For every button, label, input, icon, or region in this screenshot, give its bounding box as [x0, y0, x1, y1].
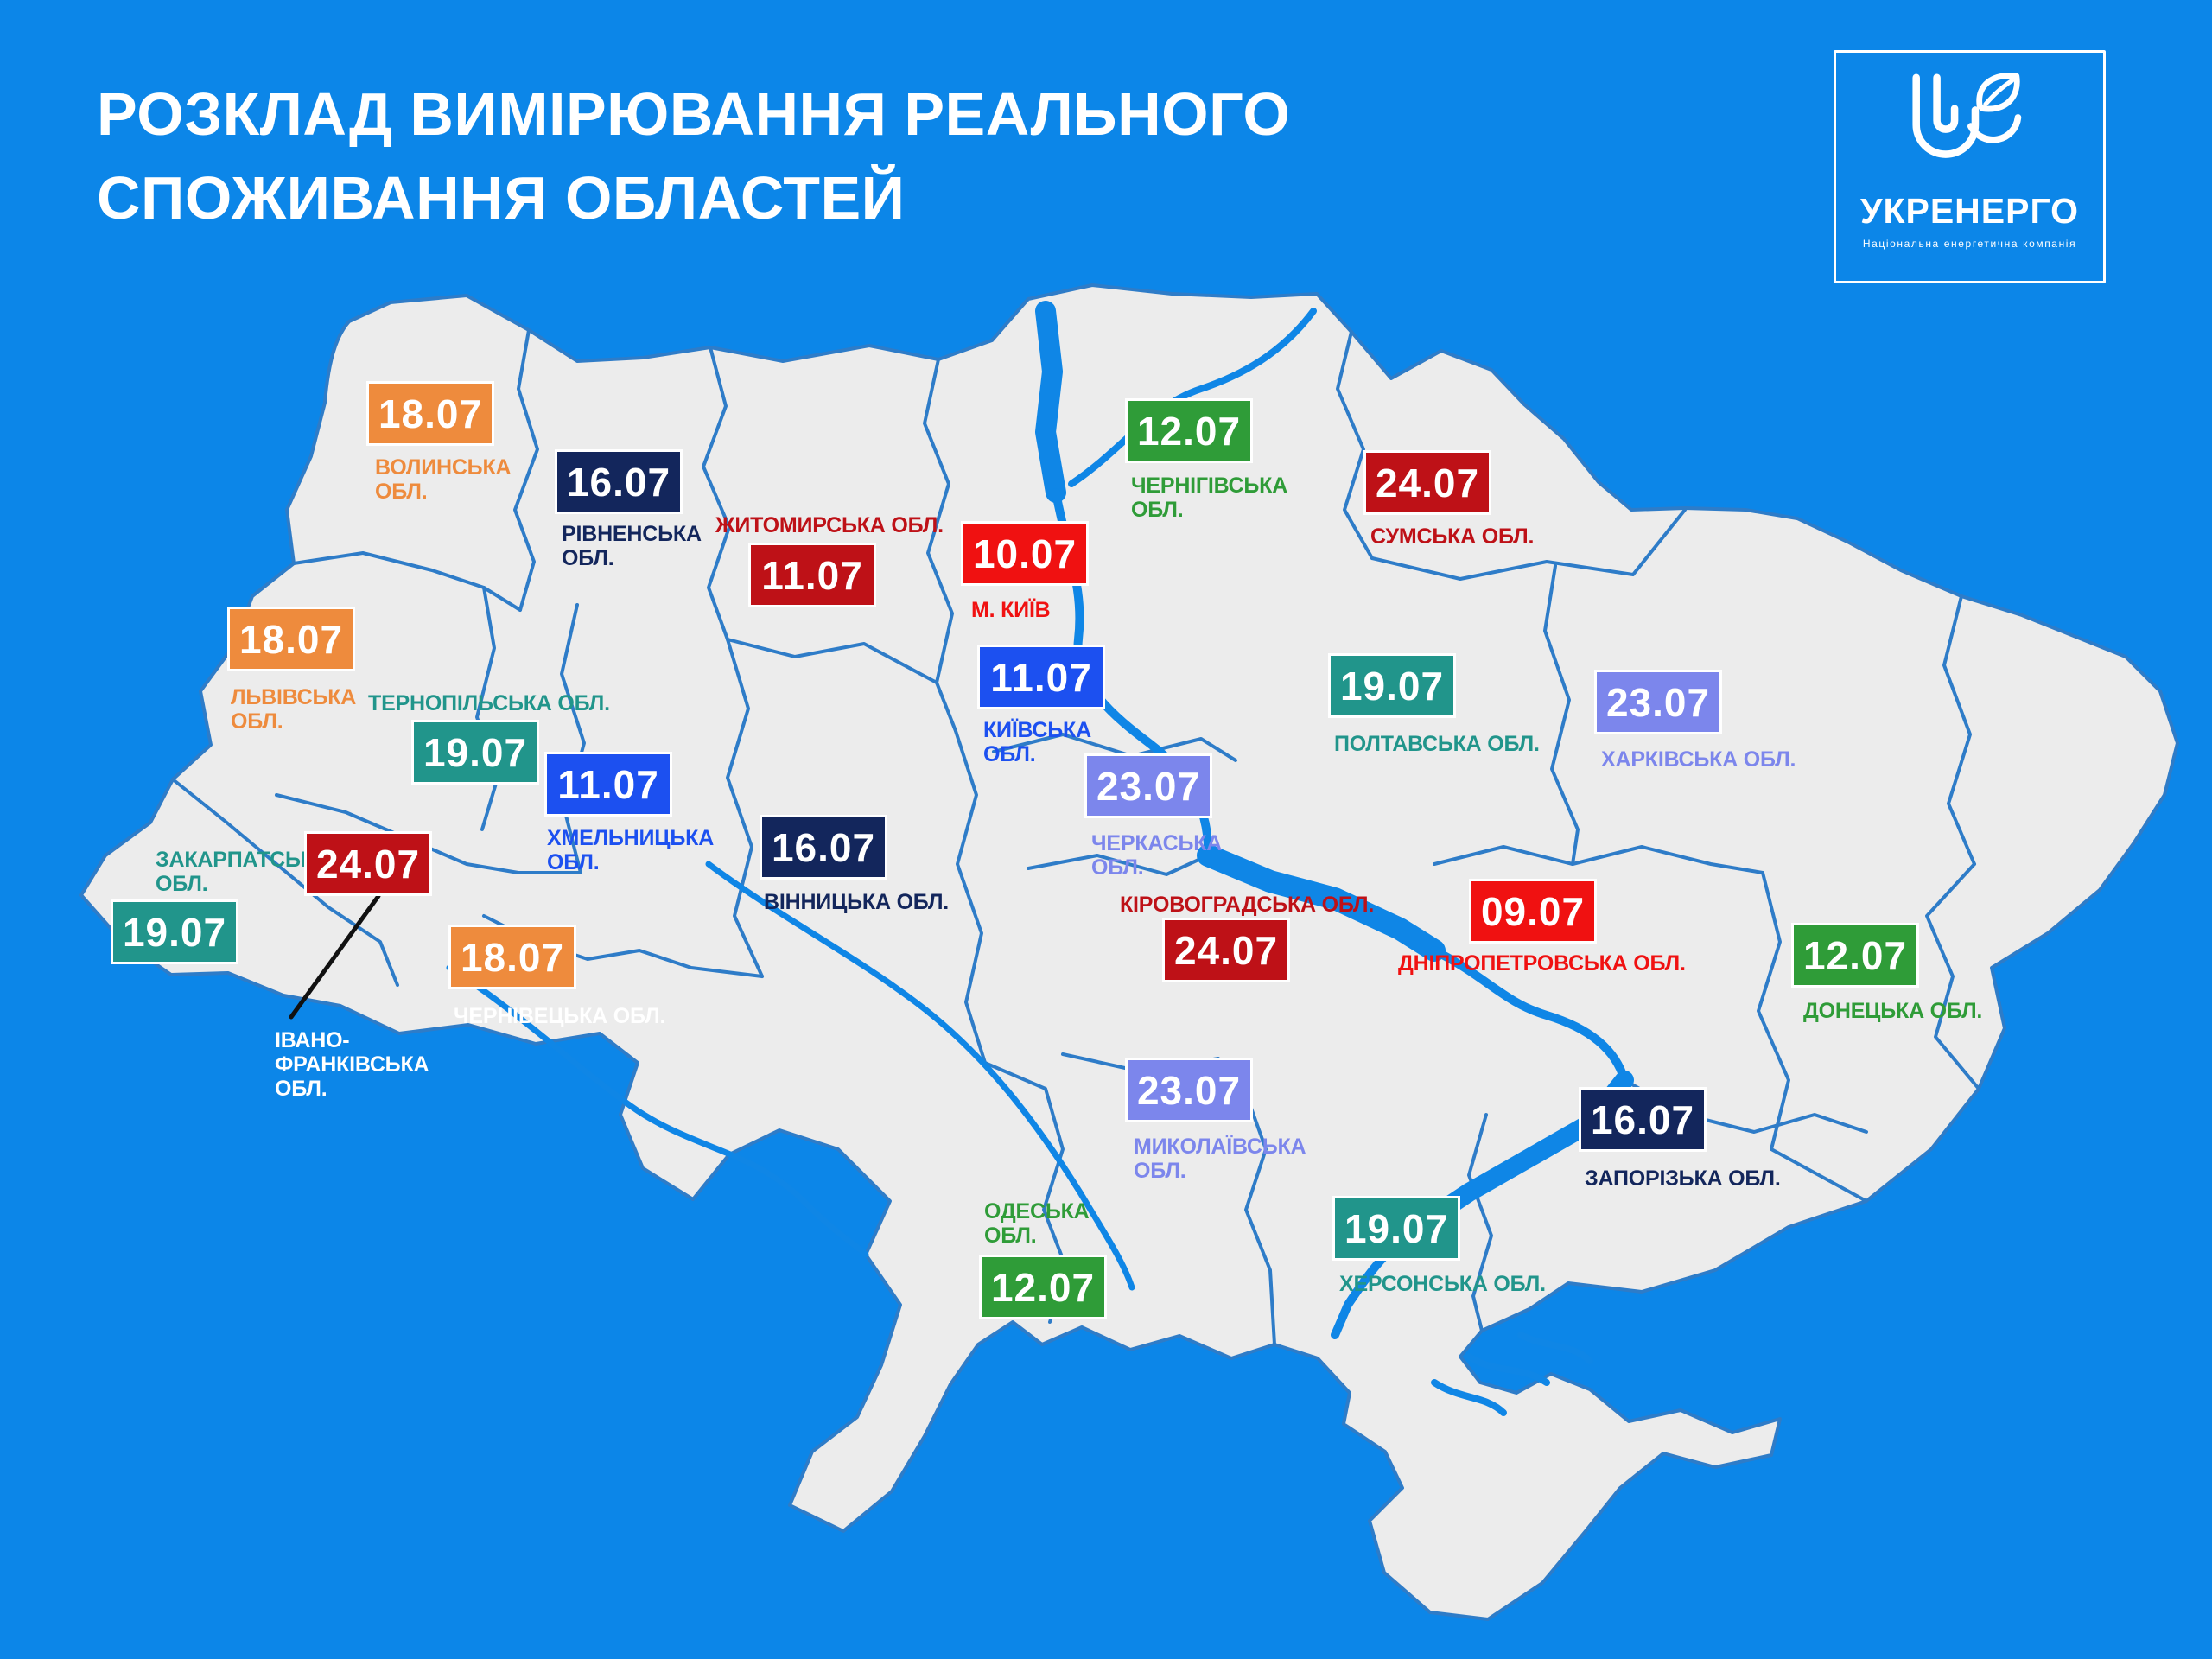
- logo-wordmark: УКРЕНЕРГО: [1859, 191, 2080, 231]
- date-badge: 12.07: [979, 1255, 1107, 1319]
- date-badge: 19.07: [1332, 1196, 1460, 1261]
- date-badge: 16.07: [555, 449, 683, 514]
- region-label: ДОНЕЦЬКА ОБЛ.: [1803, 999, 1983, 1023]
- region-label: М. КИЇВ: [971, 598, 1051, 622]
- date-badge: 23.07: [1125, 1058, 1253, 1122]
- region-label: ДНІПРОПЕТРОВСЬКА ОБЛ.: [1398, 951, 1686, 976]
- region-label: ЗАПОРІЗЬКА ОБЛ.: [1585, 1166, 1781, 1191]
- region-label: СУМСЬКА ОБЛ.: [1370, 524, 1535, 549]
- date-badge: 16.07: [1579, 1087, 1707, 1152]
- ukrenergo-leaf-icon: [1911, 73, 2021, 158]
- date-badge: 18.07: [448, 925, 576, 989]
- date-badge: 11.07: [977, 645, 1105, 709]
- date-badge: 18.07: [227, 607, 355, 671]
- date-badge: 24.07: [1363, 450, 1491, 515]
- date-badge: 12.07: [1125, 398, 1253, 463]
- region-label: ХМЕЛЬНИЦЬКА ОБЛ.: [547, 826, 715, 874]
- region-label: ТЕРНОПІЛЬСЬКА ОБЛ.: [368, 691, 610, 715]
- region-label: ЧЕРНІВЕЦЬКА ОБЛ.: [454, 1004, 666, 1028]
- date-badge: 19.07: [111, 899, 238, 964]
- ukraine-landmass: [79, 283, 2179, 1621]
- page-title-line1: РОЗКЛАД ВИМІРЮВАННЯ РЕАЛЬНОГО: [97, 80, 1291, 148]
- date-badge: 09.07: [1469, 879, 1597, 944]
- ivano-frankivsk-callout-line: [289, 893, 381, 1020]
- ukrenergo-logo: УКРЕНЕРГО Національна енергетична компан…: [1834, 50, 2106, 283]
- date-badge: 23.07: [1084, 753, 1212, 818]
- region-label: ХЕРСОНСЬКА ОБЛ.: [1339, 1272, 1546, 1296]
- page-title-line2: СПОЖИВАННЯ ОБЛАСТЕЙ: [97, 164, 906, 232]
- date-badge: 23.07: [1594, 670, 1722, 734]
- date-badge: 18.07: [366, 381, 494, 446]
- date-badge: 19.07: [1328, 653, 1456, 718]
- region-label: ХАРКІВСЬКА ОБЛ.: [1601, 747, 1796, 772]
- region-label: ВІННИЦЬКА ОБЛ.: [764, 890, 950, 914]
- date-badge: 19.07: [411, 720, 539, 785]
- region-label: ЖИТОМИРСЬКА ОБЛ.: [715, 513, 944, 537]
- region-label: ВОЛИНСЬКА ОБЛ.: [375, 455, 512, 504]
- region-label: ІВАНО- ФРАНКІВСЬКА ОБЛ.: [275, 1028, 429, 1101]
- region-label: КИЇВСЬКА ОБЛ.: [983, 718, 1091, 766]
- date-badge: 24.07: [304, 831, 432, 896]
- date-badge: 12.07: [1791, 923, 1919, 988]
- page-title: РОЗКЛАД ВИМІРЮВАННЯ РЕАЛЬНОГО СПОЖИВАННЯ…: [97, 73, 1290, 240]
- date-badge: 24.07: [1162, 918, 1290, 982]
- region-label: ЛЬВІВСЬКА ОБЛ.: [231, 685, 357, 734]
- region-label: РІВНЕНСЬКА ОБЛ.: [562, 522, 702, 570]
- date-badge: 11.07: [544, 752, 672, 817]
- region-label: ЧЕРНІГІВСЬКА ОБЛ.: [1131, 474, 1288, 522]
- region-label: ЧЕРКАСЬКА ОБЛ.: [1091, 831, 1223, 880]
- region-label: КІРОВОГРАДСЬКА ОБЛ.: [1120, 893, 1375, 917]
- logo-tagline: Національна енергетична компанія: [1862, 238, 2077, 250]
- date-badge: 11.07: [748, 543, 876, 607]
- region-label: ЗАКАРПАТСЬКА ОБЛ.: [156, 848, 329, 896]
- region-label: ОДЕСЬКА ОБЛ.: [984, 1199, 1090, 1248]
- region-label: МИКОЛАЇВСЬКА ОБЛ.: [1134, 1135, 1306, 1183]
- date-badge: 16.07: [760, 815, 887, 880]
- region-label: ПОЛТАВСЬКА ОБЛ.: [1334, 732, 1540, 756]
- date-badge: 10.07: [961, 521, 1089, 586]
